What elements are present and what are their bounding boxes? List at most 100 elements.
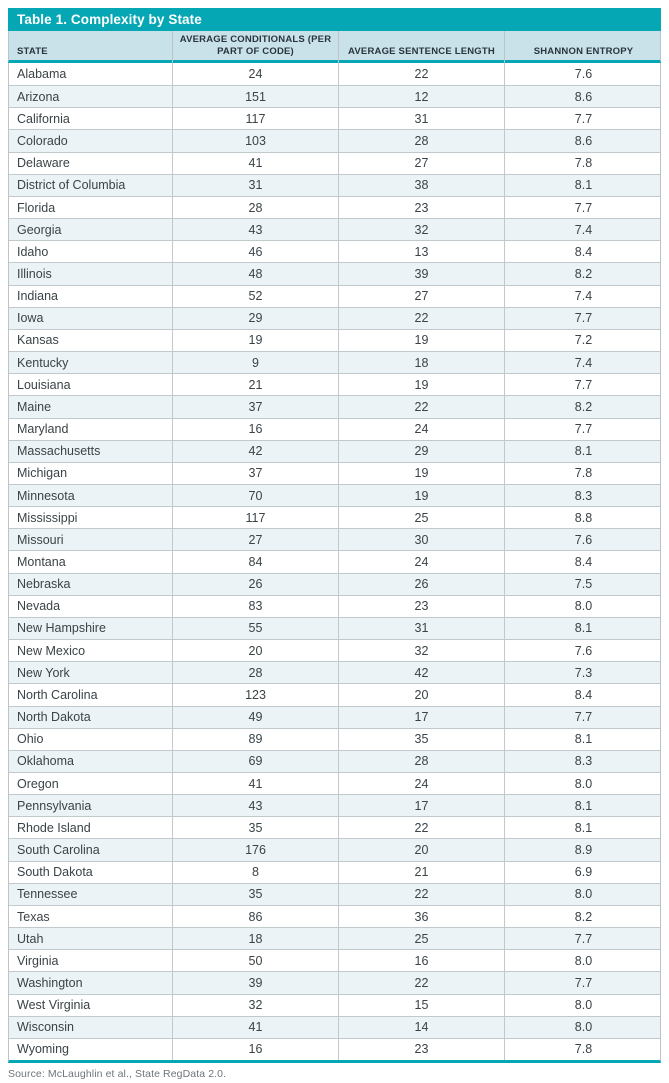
column-header-state: STATE — [17, 45, 48, 57]
table-row: Maryland 16 24 7.7 — [9, 417, 660, 440]
shannon-entropy-cell: 7.7 — [504, 108, 662, 130]
avg-sentence-length-cell: 22 — [338, 307, 504, 329]
avg-sentence-length-cell: 35 — [338, 728, 504, 750]
avg-conditionals-cell: 48 — [172, 263, 338, 285]
avg-conditionals-cell: 83 — [172, 595, 338, 617]
shannon-entropy-cell: 8.0 — [504, 883, 662, 905]
avg-conditionals-cell: 43 — [172, 795, 338, 817]
state-cell: New Mexico — [17, 643, 86, 658]
avg-conditionals-cell: 70 — [172, 484, 338, 507]
table-row: Tennessee 35 22 8.0 — [9, 882, 662, 905]
state-cell: Washington — [17, 975, 83, 990]
table-header-row: STATE AVERAGE CONDITIONALS (PER PART OF … — [8, 31, 661, 63]
table-row: Utah 18 25 7.7 — [9, 927, 660, 950]
avg-sentence-length-cell: 12 — [338, 86, 504, 108]
avg-conditionals-cell: 49 — [172, 706, 338, 728]
table-row: Florida 28 23 7.7 — [9, 195, 662, 219]
shannon-entropy-cell: 8.6 — [504, 130, 662, 152]
avg-conditionals-cell: 19 — [172, 329, 338, 352]
avg-conditionals-cell: 117 — [172, 108, 338, 130]
state-cell: Ohio — [17, 732, 44, 747]
shannon-entropy-cell: 8.0 — [504, 1016, 662, 1038]
avg-sentence-length-cell: 22 — [338, 972, 504, 994]
avg-sentence-length-cell: 22 — [338, 817, 504, 839]
avg-sentence-length-cell: 19 — [338, 329, 504, 352]
table-row: Ohio 89 35 8.1 — [9, 727, 660, 750]
shannon-entropy-cell: 8.1 — [504, 795, 662, 817]
table-row: Alabama 24 22 7.6 — [9, 63, 662, 86]
avg-sentence-length-cell: 23 — [338, 595, 504, 617]
avg-sentence-length-cell: 22 — [338, 883, 504, 905]
table-row: Pennsylvania 43 17 8.1 — [9, 794, 662, 817]
state-cell: Nevada — [17, 599, 61, 614]
shannon-entropy-cell: 8.9 — [504, 839, 662, 861]
avg-sentence-length-cell: 39 — [338, 263, 504, 285]
avg-sentence-length-cell: 27 — [338, 285, 504, 307]
shannon-entropy-cell: 7.6 — [504, 63, 662, 86]
state-cell: Kentucky — [17, 355, 69, 370]
shannon-entropy-cell: 8.4 — [504, 241, 662, 263]
state-cell: Illinois — [17, 266, 52, 281]
state-cell: Nebraska — [17, 577, 71, 592]
table-row: South Carolina 176 20 8.9 — [9, 838, 662, 861]
state-cell: Colorado — [17, 134, 68, 149]
avg-sentence-length-cell: 19 — [338, 374, 504, 396]
shannon-entropy-cell: 7.7 — [504, 706, 662, 728]
state-cell: Rhode Island — [17, 820, 91, 835]
table-row: Texas 86 36 8.2 — [9, 904, 662, 928]
avg-sentence-length-cell: 22 — [338, 63, 504, 86]
state-cell: Iowa — [17, 311, 44, 326]
avg-conditionals-cell: 69 — [172, 750, 338, 772]
avg-conditionals-cell: 123 — [172, 684, 338, 706]
table-row: District of Columbia 31 38 8.1 — [9, 173, 660, 196]
shannon-entropy-cell: 8.1 — [504, 440, 662, 462]
state-cell: Montana — [17, 555, 66, 570]
shannon-entropy-cell: 7.5 — [504, 573, 662, 595]
shannon-entropy-cell: 7.8 — [504, 462, 662, 484]
avg-sentence-length-cell: 24 — [338, 418, 504, 440]
avg-conditionals-cell: 42 — [172, 440, 338, 462]
avg-sentence-length-cell: 14 — [338, 1016, 504, 1038]
avg-sentence-length-cell: 42 — [338, 662, 504, 684]
avg-conditionals-cell: 37 — [172, 462, 338, 484]
avg-conditionals-cell: 41 — [172, 152, 338, 174]
table-title-bar: Table 1. Complexity by State — [8, 8, 661, 31]
table-row: California 117 31 7.7 — [9, 107, 662, 130]
avg-sentence-length-cell: 25 — [338, 507, 504, 529]
avg-sentence-length-cell: 28 — [338, 130, 504, 152]
avg-conditionals-cell: 52 — [172, 285, 338, 307]
shannon-entropy-cell: 8.2 — [504, 905, 662, 928]
state-cell: Maryland — [17, 422, 69, 437]
avg-conditionals-cell: 37 — [172, 396, 338, 418]
shannon-entropy-cell: 7.4 — [504, 285, 662, 307]
shannon-entropy-cell: 7.6 — [504, 640, 662, 662]
shannon-entropy-cell: 7.7 — [504, 196, 662, 219]
avg-conditionals-cell: 16 — [172, 418, 338, 440]
table-row: Washington 39 22 7.7 — [9, 971, 660, 994]
state-cell: Massachusetts — [17, 444, 101, 459]
avg-conditionals-cell: 176 — [172, 839, 338, 861]
table-row: Michigan 37 19 7.8 — [9, 461, 662, 484]
avg-conditionals-cell: 151 — [172, 86, 338, 108]
state-cell: Kansas — [17, 333, 59, 348]
state-cell: North Dakota — [17, 710, 91, 725]
avg-sentence-length-cell: 27 — [338, 152, 504, 174]
avg-conditionals-cell: 20 — [172, 640, 338, 662]
state-cell: South Carolina — [17, 843, 100, 858]
state-cell: Pennsylvania — [17, 798, 92, 813]
state-cell: West Virginia — [17, 998, 91, 1013]
avg-sentence-length-cell: 23 — [338, 196, 504, 219]
avg-sentence-length-cell: 31 — [338, 617, 504, 640]
shannon-entropy-cell: 8.0 — [504, 950, 662, 972]
state-cell: Missouri — [17, 532, 64, 547]
avg-sentence-length-cell: 32 — [338, 640, 504, 662]
state-cell: Maine — [17, 399, 52, 414]
table-row: Massachusetts 42 29 8.1 — [9, 439, 662, 462]
table-row: Colorado 103 28 8.6 — [9, 129, 662, 152]
avg-conditionals-cell: 35 — [172, 817, 338, 839]
avg-sentence-length-cell: 16 — [338, 950, 504, 972]
table-title: Table 1. Complexity by State — [17, 12, 202, 27]
shannon-entropy-cell: 8.3 — [504, 484, 662, 507]
shannon-entropy-cell: 7.3 — [504, 662, 662, 684]
shannon-entropy-cell: 8.0 — [504, 595, 662, 617]
